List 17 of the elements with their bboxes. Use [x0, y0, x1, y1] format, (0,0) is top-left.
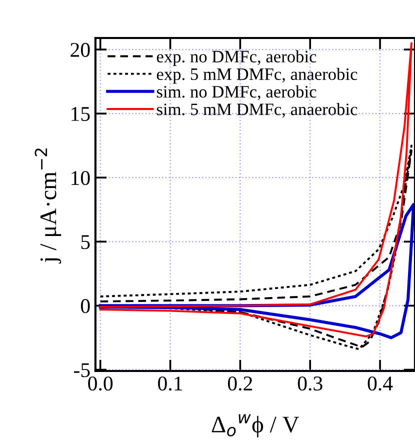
y-axis-title: j / μA·cm$^{−2}$	[34, 148, 62, 264]
legend-label: exp. no DMFc, aerobic	[156, 50, 316, 66]
y-tick-label: 15	[72, 107, 90, 121]
y-tick-label: 0	[80, 299, 90, 314]
x-tick-label: 0.0	[88, 376, 113, 391]
y-tick-label: 10	[72, 170, 90, 186]
x-axis-title: Δ$_{o}$$^{w}$ϕ / V	[212, 414, 300, 438]
legend-label: exp. 5 mM DMFc, anaerobic	[156, 68, 358, 84]
legend-label: sim. no DMFc, aerobic	[156, 85, 316, 100]
y-tick-label: -5	[74, 363, 90, 378]
x-tick-label: 0.3	[298, 376, 322, 391]
x-tick-label: 0.4	[368, 376, 393, 391]
x-tick-label: 0.2	[228, 376, 252, 391]
x-tick-label: 0.1	[158, 376, 182, 391]
y-tick-label: 20	[70, 42, 90, 57]
legend-label: sim. 5 mM DMFc, anaerobic	[156, 103, 358, 118]
y-tick-label: 5	[81, 235, 90, 250]
